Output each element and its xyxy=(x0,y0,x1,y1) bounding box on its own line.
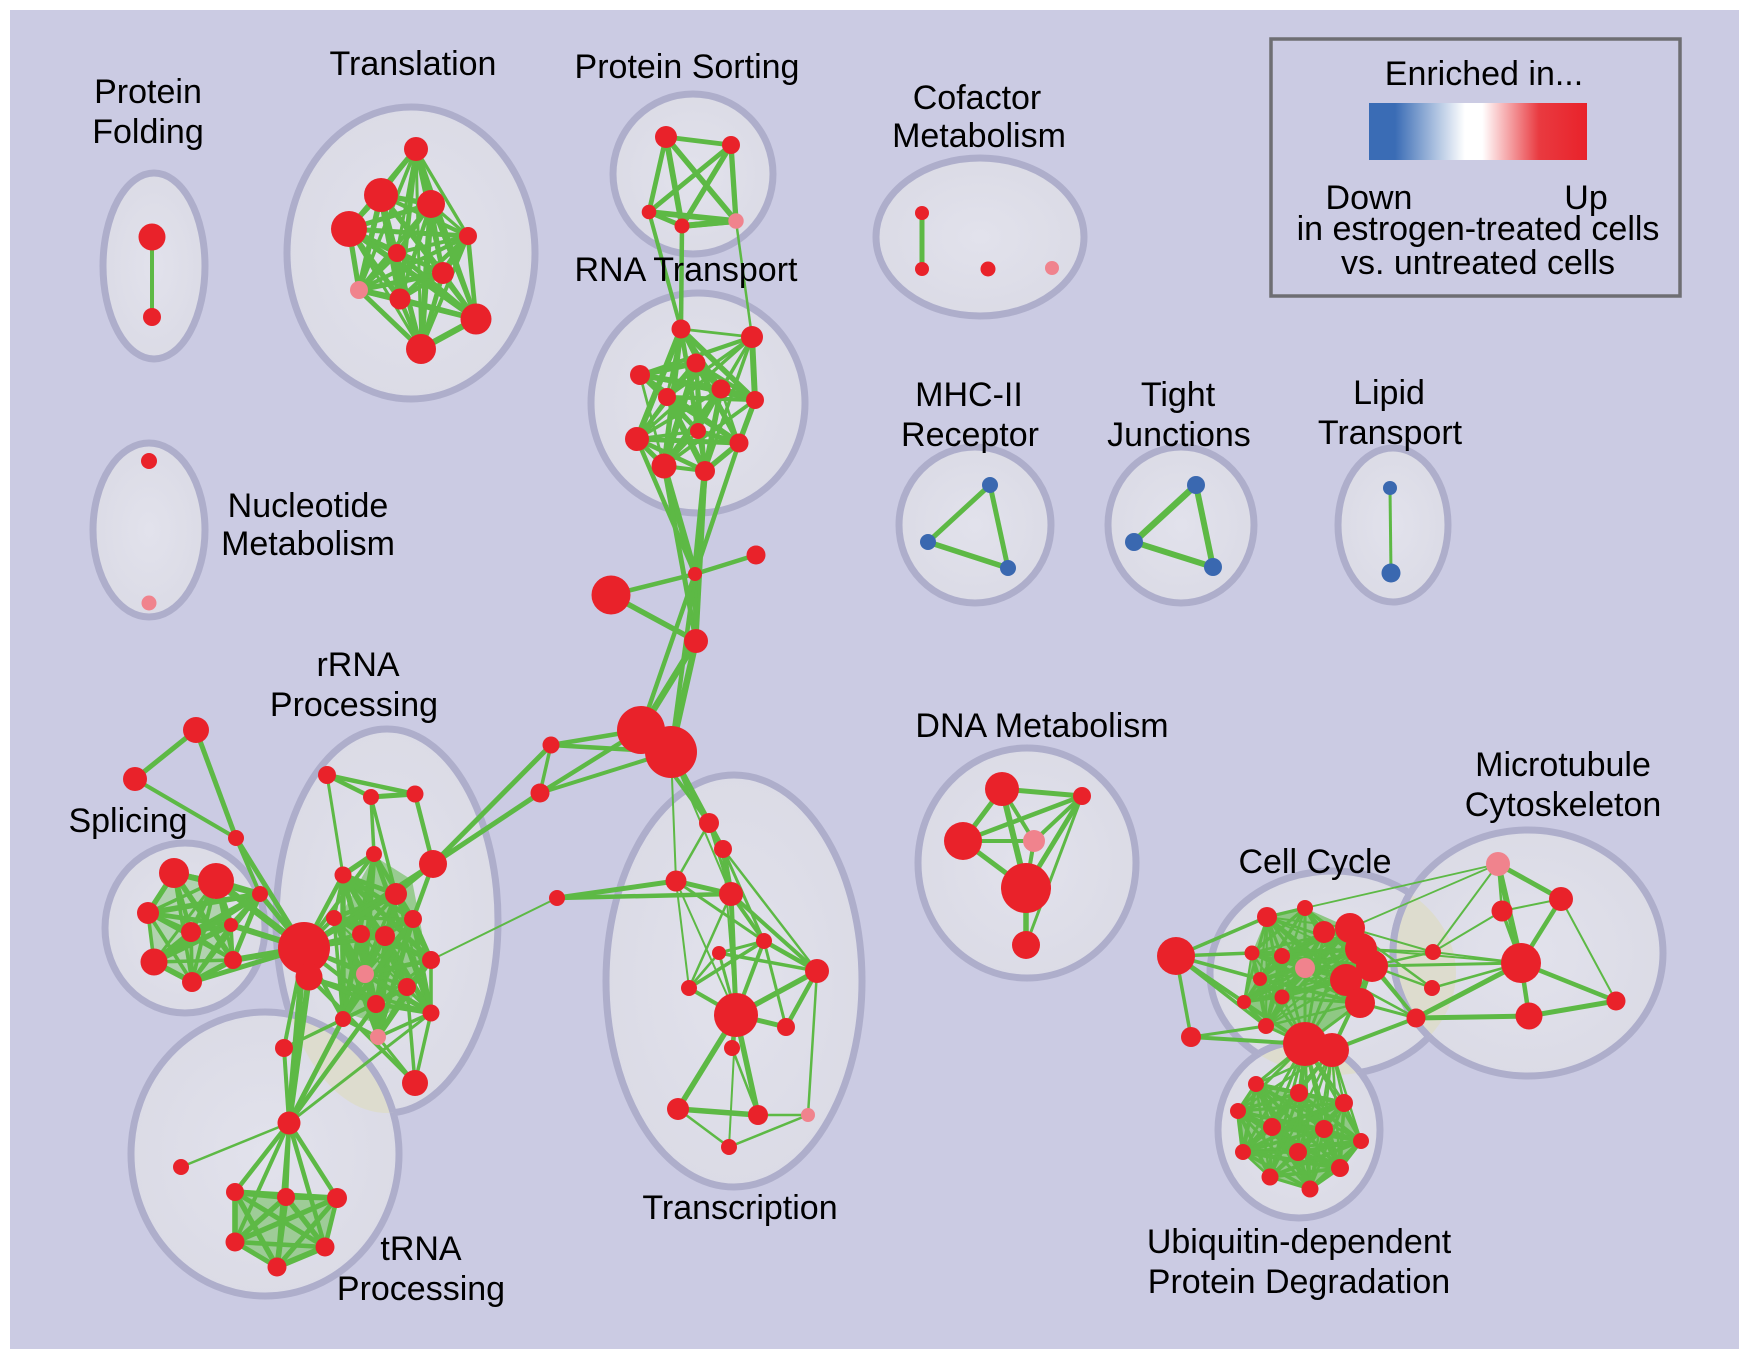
svg-text:MHC-II: MHC-II xyxy=(915,376,1023,414)
svg-text:Ubiquitin-dependent: Ubiquitin-dependent xyxy=(1147,1223,1452,1261)
svg-text:Cell Cycle: Cell Cycle xyxy=(1238,843,1391,881)
svg-text:vs. untreated cells: vs. untreated cells xyxy=(1341,244,1615,282)
svg-text:Lipid: Lipid xyxy=(1353,374,1425,412)
svg-text:Protein: Protein xyxy=(94,73,202,111)
svg-text:Receptor: Receptor xyxy=(901,416,1039,454)
svg-text:Transport: Transport xyxy=(1318,414,1463,452)
svg-text:Metabolism: Metabolism xyxy=(221,525,395,563)
svg-text:Cofactor: Cofactor xyxy=(913,79,1042,117)
svg-text:Nucleotide: Nucleotide xyxy=(228,487,389,525)
svg-text:DNA Metabolism: DNA Metabolism xyxy=(915,707,1168,745)
svg-text:Processing: Processing xyxy=(337,1270,505,1308)
svg-text:Cytoskeleton: Cytoskeleton xyxy=(1465,786,1662,824)
svg-text:Protein Sorting: Protein Sorting xyxy=(575,48,800,86)
svg-text:Up: Up xyxy=(1564,179,1607,217)
svg-text:Tight: Tight xyxy=(1141,376,1216,414)
svg-text:tRNA: tRNA xyxy=(380,1230,462,1268)
svg-text:Folding: Folding xyxy=(92,113,204,151)
svg-text:Enriched in...: Enriched in... xyxy=(1385,55,1583,93)
svg-text:Microtubule: Microtubule xyxy=(1475,746,1651,784)
svg-text:Protein Degradation: Protein Degradation xyxy=(1148,1263,1450,1301)
svg-text:rRNA: rRNA xyxy=(316,646,399,684)
svg-text:in estrogen-treated cells: in estrogen-treated cells xyxy=(1297,210,1660,248)
svg-text:Metabolism: Metabolism xyxy=(892,117,1066,155)
svg-text:Down: Down xyxy=(1326,179,1413,217)
svg-text:Transcription: Transcription xyxy=(642,1189,837,1227)
svg-text:Translation: Translation xyxy=(330,45,497,83)
svg-text:Splicing: Splicing xyxy=(68,802,187,840)
svg-text:Junctions: Junctions xyxy=(1107,416,1251,454)
svg-text:Processing: Processing xyxy=(270,686,438,724)
svg-text:RNA Transport: RNA Transport xyxy=(575,251,799,289)
